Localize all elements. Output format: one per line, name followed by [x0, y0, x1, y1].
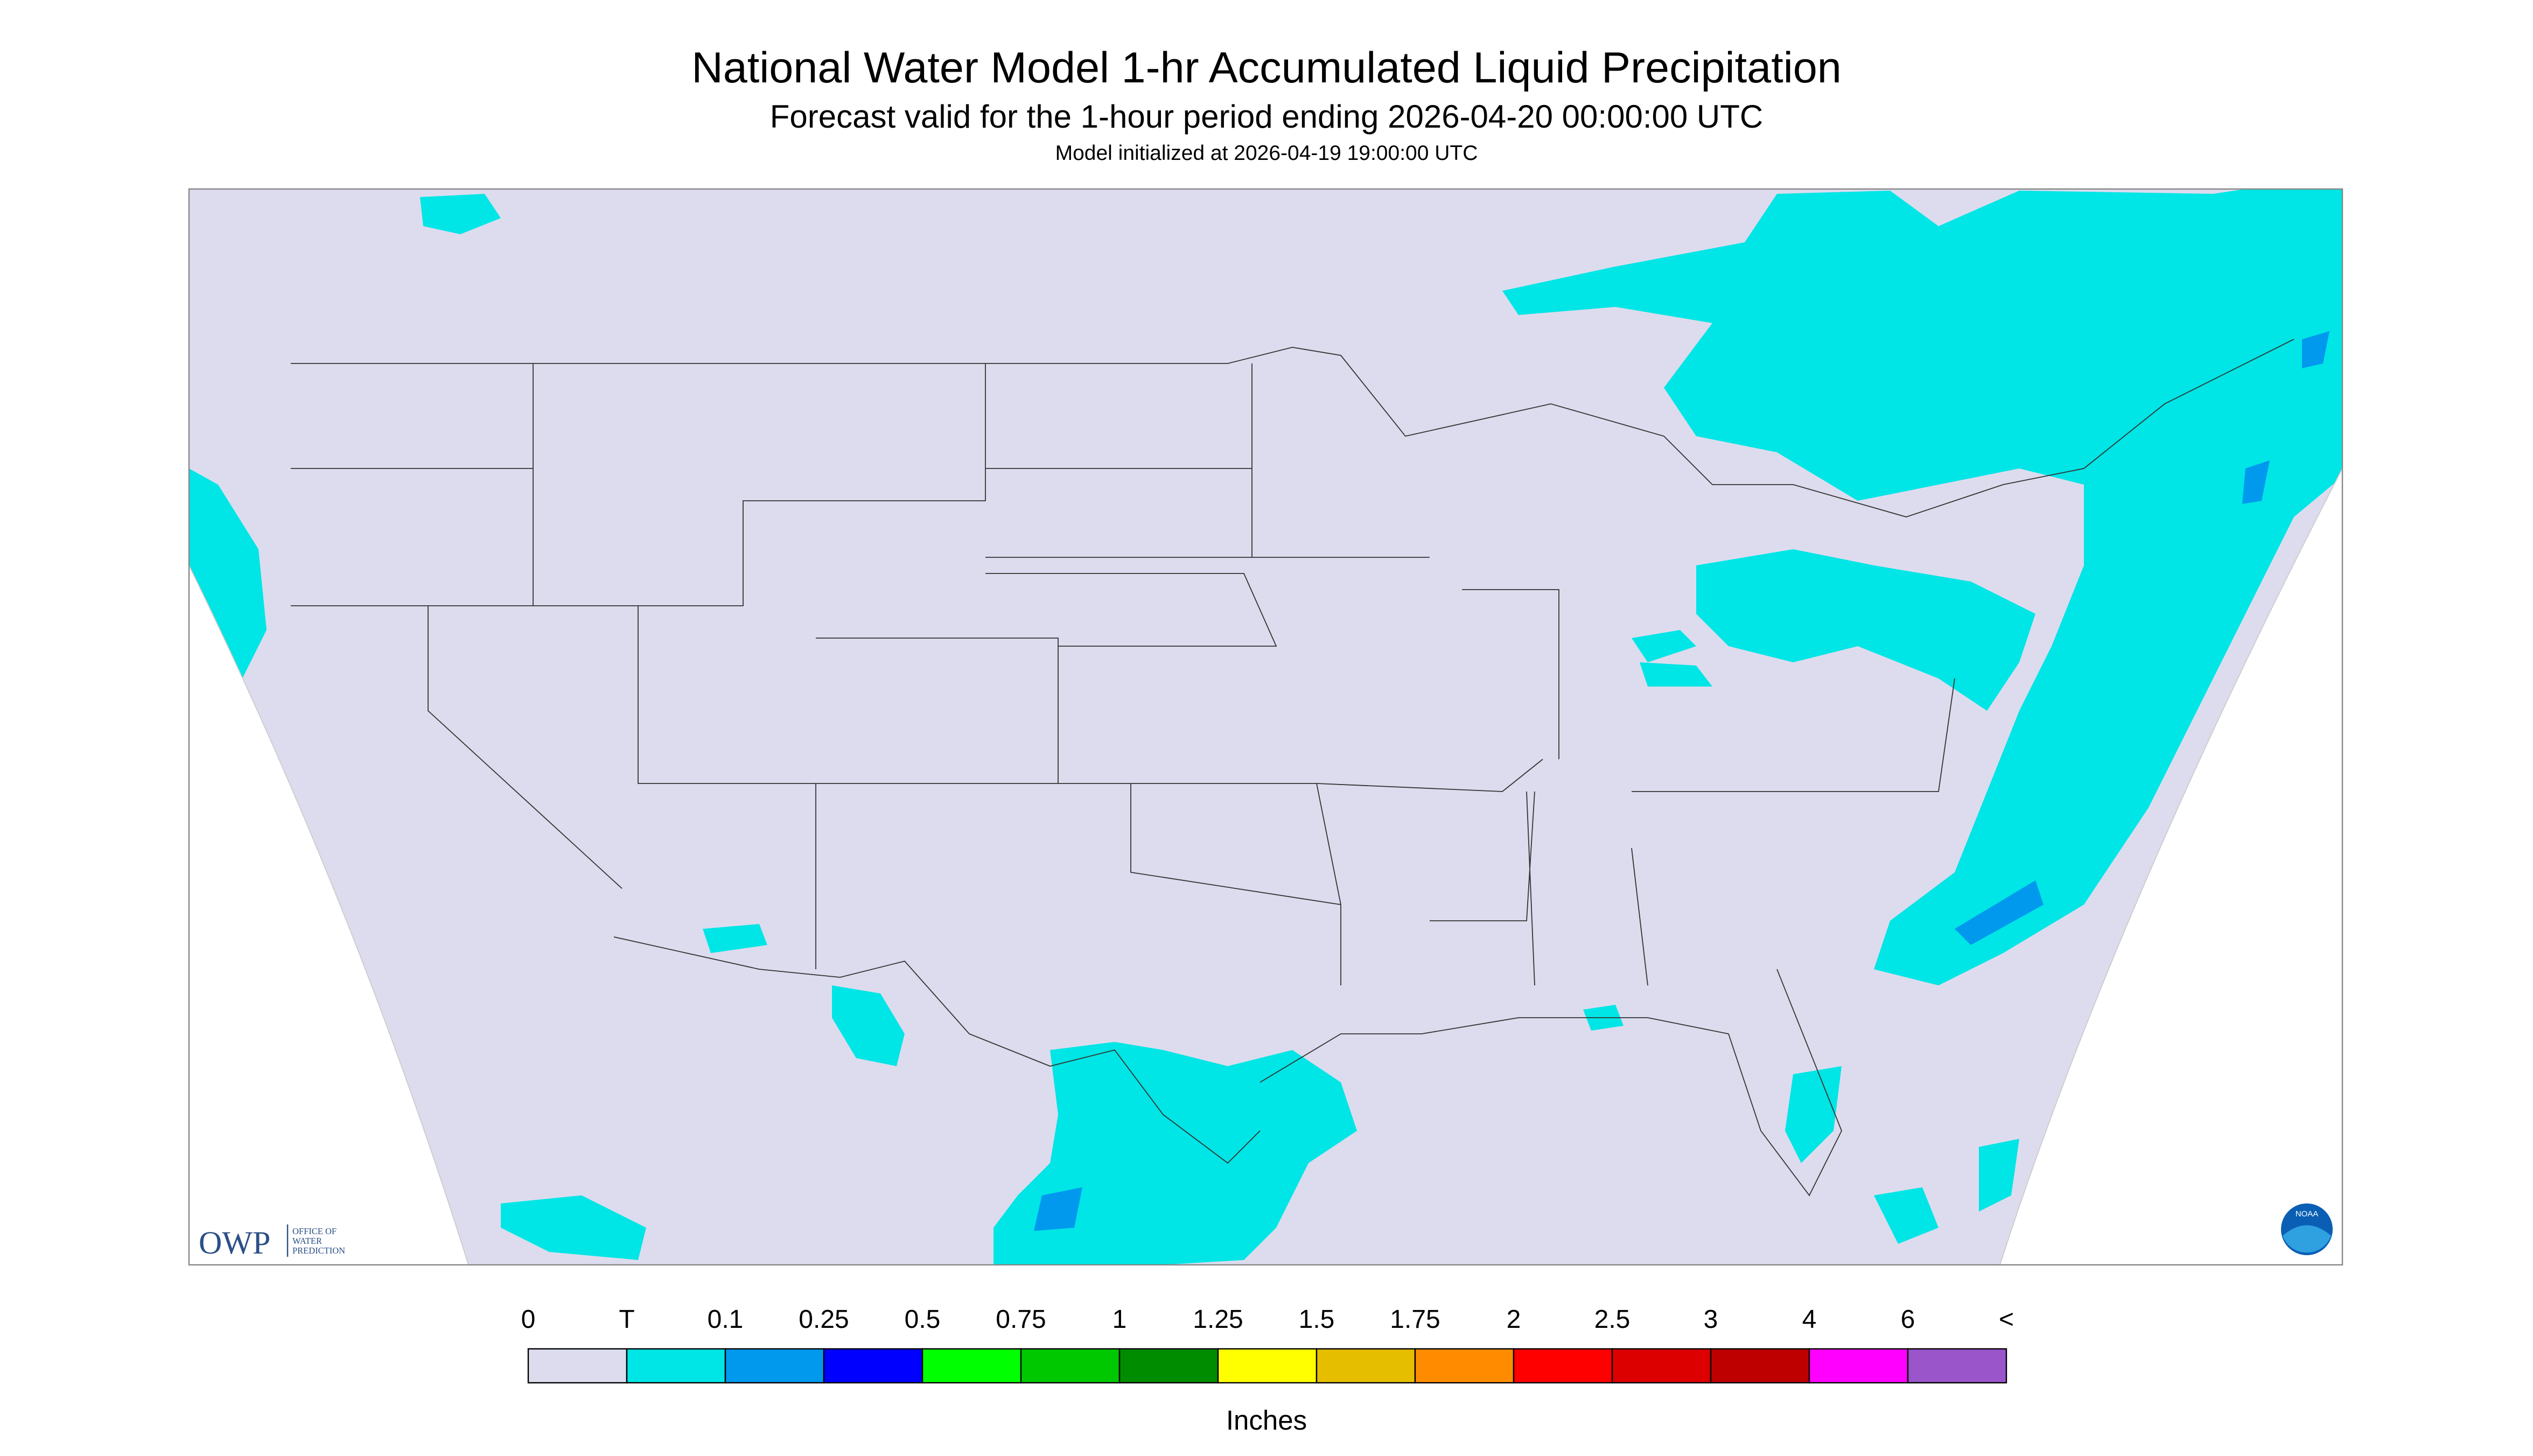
legend-swatch [1020, 1348, 1121, 1384]
domain-edge [188, 468, 2343, 1265]
legend-swatch [1907, 1348, 2007, 1384]
legend-swatch [1118, 1348, 1219, 1384]
legend-swatch [1217, 1348, 1318, 1384]
legend-label: 1.5 [1299, 1305, 1335, 1334]
legend-label: T [619, 1305, 634, 1334]
owp-logo-line: WATER [292, 1236, 322, 1246]
init-note: Model initialized at 2026-04-19 19:00:00… [1055, 142, 1478, 165]
legend-swatch [921, 1348, 1022, 1384]
owp-logo-line: OFFICE OF [292, 1226, 337, 1236]
legend-label: 4 [1802, 1305, 1817, 1334]
legend-swatch [724, 1348, 825, 1384]
legend-swatch [1316, 1348, 1416, 1384]
legend-swatch [1611, 1348, 1712, 1384]
noaa-logo-wave [2283, 1225, 2331, 1253]
legend-label: 0.5 [905, 1305, 941, 1334]
legend-swatch [527, 1348, 628, 1384]
legend-label: 6 [1901, 1305, 1915, 1334]
legend-label: < [1999, 1305, 2014, 1334]
legend-swatch [1414, 1348, 1515, 1384]
legend-swatch [1710, 1348, 1810, 1384]
legend-label: 2.5 [1594, 1305, 1631, 1334]
outside-domain-left [189, 189, 468, 1265]
title: National Water Model 1-hr Accumulated Li… [691, 44, 1842, 92]
legend-swatch [823, 1348, 923, 1384]
legend-label: 3 [1704, 1305, 1718, 1334]
legend-swatch [626, 1348, 726, 1384]
map: OWP OFFICE OF WATER PREDICTION NOAA [188, 188, 2343, 1266]
legend-swatch [1513, 1348, 1613, 1384]
outside-domain-right [2000, 189, 2342, 1265]
legend-label: 0.25 [799, 1305, 849, 1334]
legend: 0 T 0.1 0.25 0.5 0.75 1 1.25 1.5 1.75 2 2.5 3 4 6 < [521, 1305, 2014, 1384]
legend-label: 2 [1507, 1305, 1521, 1334]
legend-label: 1.75 [1390, 1305, 1440, 1334]
legend-label: 0.1 [708, 1305, 744, 1334]
map-frame [188, 188, 2343, 1266]
owp-logo-line: PREDICTION [292, 1245, 345, 1256]
owp-logo: OWP [199, 1225, 270, 1261]
subtitle: Forecast valid for the 1-hour period end… [770, 99, 1763, 135]
legend-label: 1.25 [1193, 1305, 1243, 1334]
noaa-logo-text: NOAA [2296, 1209, 2319, 1219]
legend-label: 1 [1112, 1305, 1127, 1334]
legend-label: 0 [521, 1305, 536, 1334]
precip-areas [189, 189, 2342, 1265]
legend-swatch [1808, 1348, 1909, 1384]
borders [291, 339, 2294, 1196]
legend-unit: Inches [1226, 1405, 1307, 1436]
legend-label: 0.75 [996, 1305, 1046, 1334]
